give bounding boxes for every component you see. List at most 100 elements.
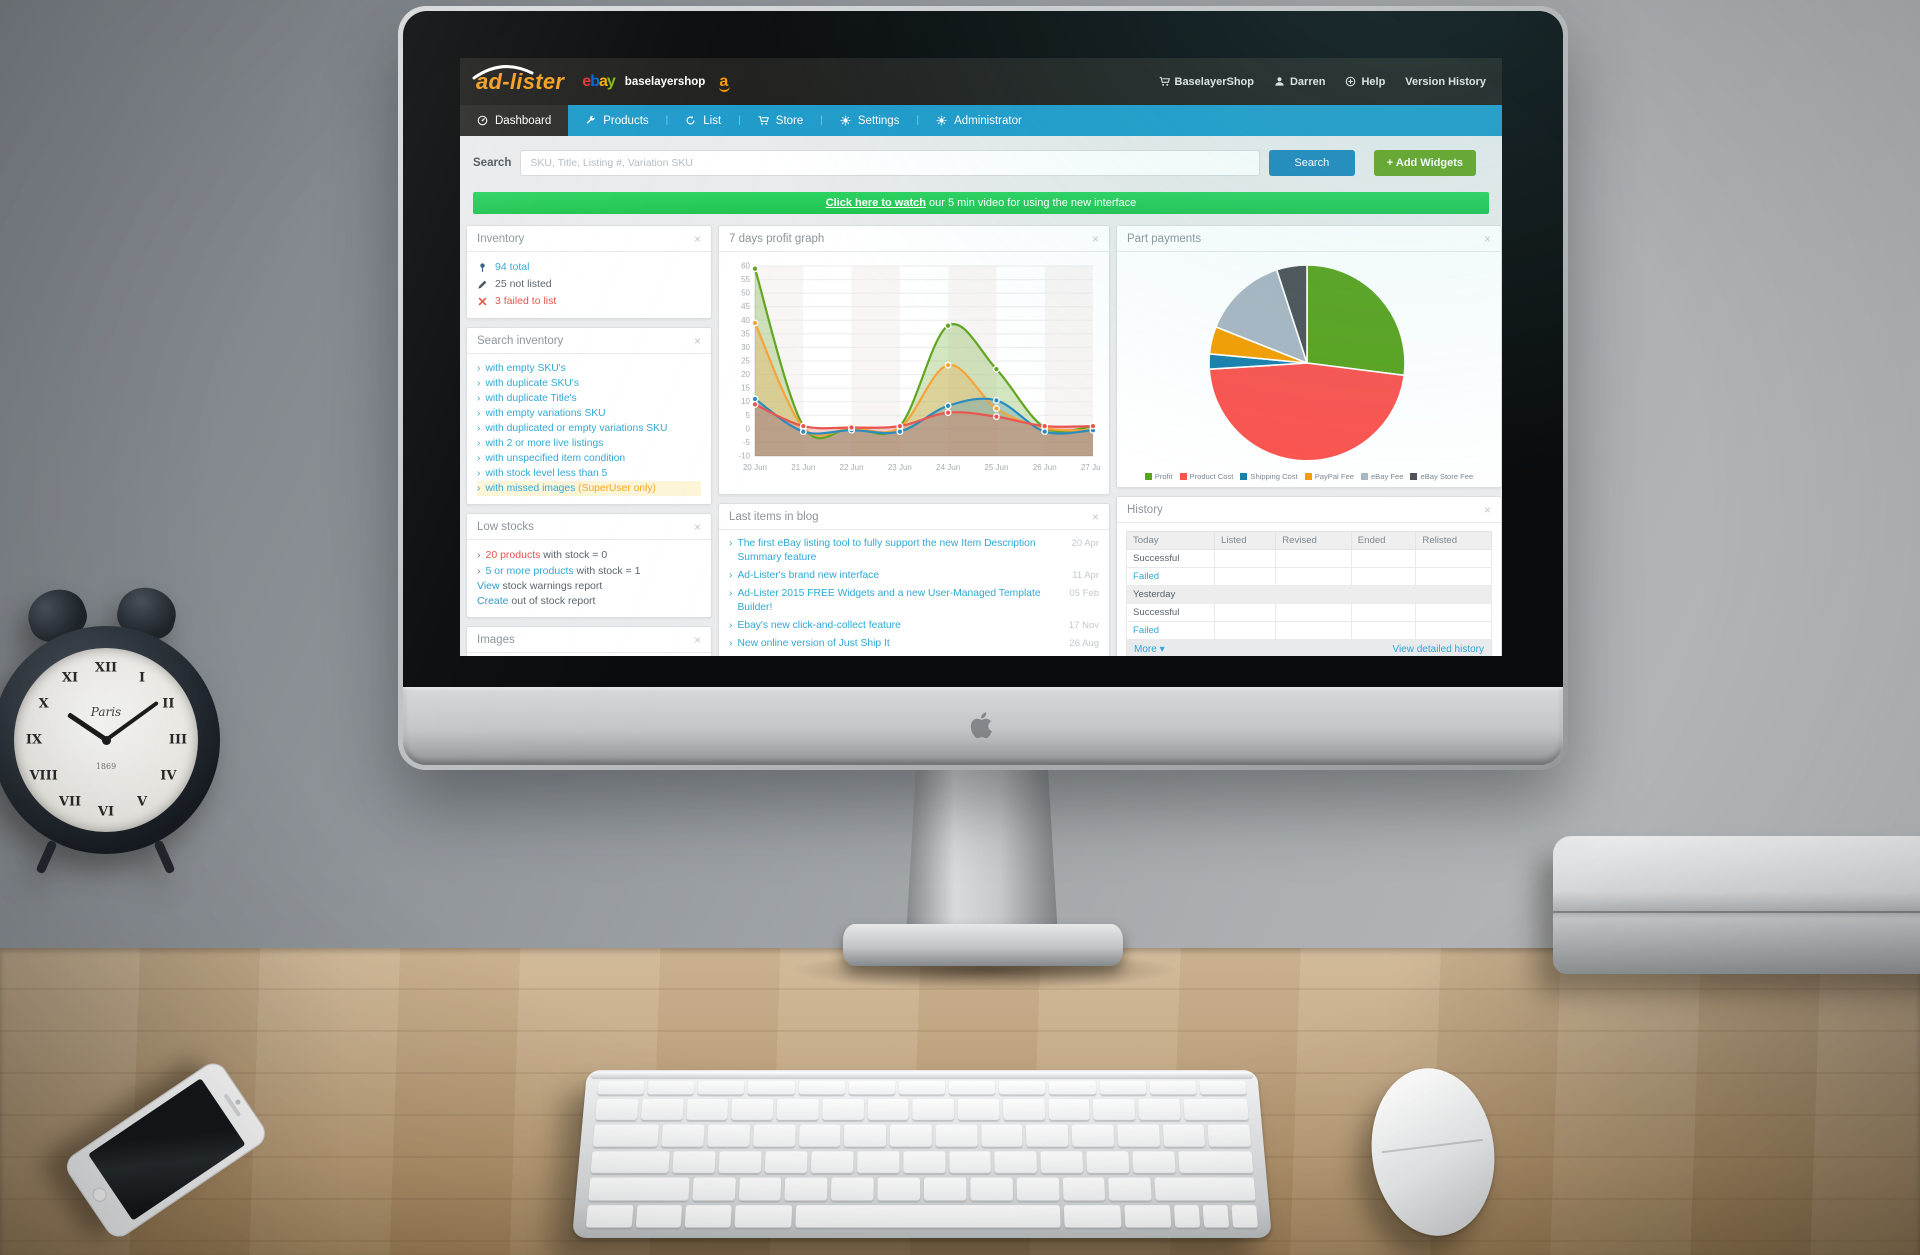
inventory-item[interactable]: 25 not listed: [477, 276, 701, 293]
blog-item-date: 05 Feb: [1069, 588, 1099, 599]
clock-leg: [153, 839, 176, 875]
svg-text:35: 35: [741, 329, 750, 338]
keyboard-key: [844, 1124, 887, 1148]
nav-item-administrator[interactable]: Administrator: [919, 105, 1039, 136]
blog-item-link[interactable]: Ad-Lister 2015 FREE Widgets and a new Us…: [737, 588, 1041, 613]
svg-text:22 Jun: 22 Jun: [840, 463, 864, 472]
close-icon[interactable]: ×: [1091, 510, 1099, 524]
search-inventory-item[interactable]: › with empty SKU's: [477, 361, 701, 376]
search-button[interactable]: Search: [1268, 150, 1355, 176]
search-inventory-item[interactable]: › with unspecified item condition: [477, 451, 701, 466]
keyboard-key: [1178, 1151, 1254, 1174]
close-icon[interactable]: ×: [693, 520, 701, 534]
blog-item-link[interactable]: Ad-Lister's brand new interface: [737, 570, 880, 581]
gear-icon: [936, 115, 947, 126]
inventory-item[interactable]: 94 total: [477, 259, 701, 276]
history-row-label[interactable]: Failed: [1126, 621, 1215, 640]
close-icon[interactable]: ×: [693, 633, 701, 647]
blog-item-date: 11 Apr: [1072, 570, 1099, 581]
clock-center-pin: [101, 735, 111, 745]
blog-item-date: 26 Aug: [1069, 638, 1099, 649]
search-inventory-item[interactable]: › with duplicate Title's: [477, 391, 701, 406]
phone-home-button: [89, 1185, 110, 1205]
history-subheader: Yesterday: [1126, 585, 1492, 604]
keyboard-key: [1132, 1151, 1176, 1174]
close-icon[interactable]: ×: [693, 232, 701, 246]
watch-video-link[interactable]: Click here to watch: [825, 197, 926, 209]
search-inventory-item[interactable]: › with empty variations SKU: [477, 406, 701, 421]
svg-text:26 Jun: 26 Jun: [1033, 463, 1057, 472]
gear-icon: [840, 115, 851, 126]
keyboard-key: [903, 1151, 946, 1174]
clock-numeral: IV: [160, 768, 177, 784]
topmenu-item-darren[interactable]: Darren: [1274, 76, 1325, 88]
chevron-right-icon: ›: [477, 468, 481, 479]
svg-text:15: 15: [741, 384, 750, 393]
keyboard-key: [1063, 1204, 1122, 1229]
stock-report-link[interactable]: Create out of stock report: [477, 595, 596, 607]
close-icon[interactable]: ×: [693, 334, 701, 348]
svg-text:21 Jun: 21 Jun: [791, 463, 815, 472]
widget-title: 7 days profit graph: [729, 233, 825, 245]
low-stock-text: with stock = 0: [540, 549, 608, 561]
nav-item-store[interactable]: Store: [741, 105, 821, 136]
keyboard-key: [980, 1124, 1023, 1148]
topmenu-item-version-history[interactable]: Version History: [1405, 76, 1486, 88]
legend-swatch: [1304, 473, 1312, 480]
search-inventory-item[interactable]: › with stock level less than 5: [477, 466, 701, 481]
topmenu-item-help[interactable]: Help: [1345, 76, 1385, 88]
low-stock-item[interactable]: › 5 or more products with stock = 1: [477, 563, 701, 579]
keyboard-key: [889, 1124, 932, 1148]
close-icon[interactable]: ×: [1483, 503, 1491, 517]
chevron-right-icon: ›: [477, 378, 481, 389]
keyboard-key: [592, 1124, 660, 1148]
widget-title: Part payments: [1127, 233, 1202, 245]
chevron-right-icon: ›: [477, 483, 481, 494]
keyboard-key: [776, 1098, 819, 1122]
add-widgets-button[interactable]: + Add Widgets: [1373, 150, 1476, 176]
topmenu-label: Help: [1361, 75, 1386, 88]
banner-text: our 5 min video for using the new interf…: [925, 197, 1137, 209]
clock-numeral: IX: [25, 732, 43, 748]
nav-item-dashboard[interactable]: Dashboard: [460, 105, 569, 136]
close-icon[interactable]: ×: [1091, 232, 1099, 246]
amazon-icon: a: [719, 72, 729, 90]
history-column-header: Relisted: [1415, 531, 1492, 550]
keyboard-key: [898, 1080, 946, 1096]
svg-text:40: 40: [741, 316, 750, 325]
search-inventory-item[interactable]: › with duplicated or empty variations SKU: [477, 421, 701, 436]
history-row-label[interactable]: Failed: [1126, 567, 1215, 586]
history-cell: [1275, 621, 1352, 640]
nav-item-list[interactable]: List: [668, 105, 738, 136]
nav-label: Dashboard: [495, 114, 552, 127]
close-icon[interactable]: ×: [1483, 232, 1491, 246]
more-link[interactable]: More ▾: [1134, 644, 1165, 655]
keyboard-key: [948, 1151, 992, 1174]
blog-item-link[interactable]: The first eBay listing tool to fully sup…: [737, 538, 1036, 563]
search-inventory-item[interactable]: › with 2 or more live listings: [477, 436, 701, 451]
blog-item-link[interactable]: Ebay's new click-and-collect feature: [737, 620, 901, 631]
topmenu-item-baselayershop[interactable]: BaselayerShop: [1159, 76, 1254, 88]
chevron-right-icon: ›: [729, 638, 733, 649]
keyboard-key: [1040, 1151, 1084, 1174]
view-detailed-history-link[interactable]: View detailed history: [1392, 644, 1484, 655]
search-input[interactable]: [520, 150, 1260, 176]
blog-item-link[interactable]: New online version of Just Ship It: [737, 638, 890, 649]
search-inventory-label: with empty variations SKU: [485, 408, 606, 419]
history-row-label: Successful: [1126, 549, 1215, 568]
inventory-item[interactable]: 3 failed to list: [477, 293, 701, 310]
search-inventory-item[interactable]: › with duplicate SKU's: [477, 376, 701, 391]
nav-item-products[interactable]: Products: [568, 105, 665, 136]
nav-item-settings[interactable]: Settings: [823, 105, 917, 136]
adlister-logo[interactable]: ad-lister: [472, 64, 564, 95]
search-row: Search Search + Add Widgets: [460, 136, 1502, 176]
search-inventory-item[interactable]: › with missed images (SuperUser only): [477, 481, 701, 496]
stock-report-link[interactable]: View stock warnings report: [477, 580, 603, 592]
low-stock-item[interactable]: › 20 products with stock = 0: [477, 547, 701, 563]
legend-label: eBay Fee: [1370, 472, 1404, 481]
history-row: Successful: [1126, 603, 1492, 622]
keyboard-key: [640, 1098, 684, 1122]
imac-monitor: ad-lister ebay baselayershop a Baselayer…: [398, 6, 1568, 770]
legend-item: Profit: [1144, 472, 1173, 481]
inventory-widget: Inventory × 94 total 25 not listed 3 failed…: [466, 225, 712, 319]
